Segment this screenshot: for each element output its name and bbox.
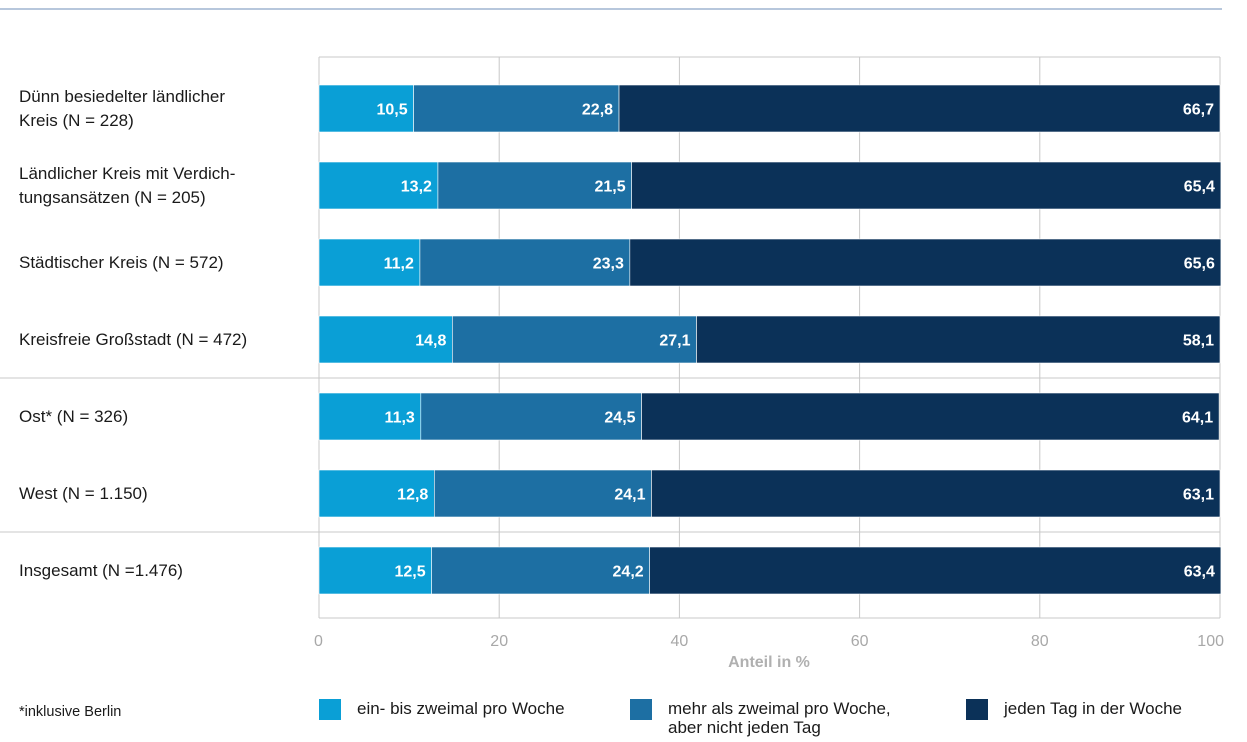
bar-segment (413, 84, 620, 133)
bar-segment (434, 469, 652, 518)
legend-item: ein- bis zweimal pro Woche (319, 699, 565, 720)
value-labels: 10,5 22,8 66,7 13,2 21,5 65,4 11,2 23,3 65,6 14,8… (376, 102, 1215, 581)
bar-value-label: 22,8 (582, 102, 613, 119)
bar-value-label: 58,1 (1183, 333, 1214, 350)
bars (318, 84, 1222, 595)
bar-value-label: 23,3 (593, 256, 624, 273)
bar-segment (318, 315, 453, 364)
x-tick-label: 0 (314, 633, 323, 650)
category-label: Dünn besiedelter ländlicher Kreis (N = 2… (19, 86, 226, 130)
bar-value-label: 24,2 (613, 564, 644, 581)
bar-segment (631, 161, 1222, 210)
bar-value-label: 12,8 (397, 487, 428, 504)
legend-swatch (319, 699, 341, 720)
bar-value-label: 11,2 (384, 256, 414, 273)
bar-value-label: 27,1 (659, 333, 690, 350)
legend-label: jeden Tag in der Woche (1004, 699, 1182, 718)
bar-segment (318, 546, 432, 595)
x-tick-label: 80 (1031, 633, 1049, 650)
bar-value-label: 12,5 (394, 564, 425, 581)
bar-value-label: 10,5 (376, 102, 407, 119)
x-tick-label: 60 (851, 633, 869, 650)
bar-value-label: 21,5 (595, 179, 626, 196)
bar-segment (431, 546, 650, 595)
bar-value-label: 66,7 (1183, 102, 1214, 119)
category-label: Insgesamt (N =1.476) (19, 560, 183, 580)
legend-item: mehr als zweimal pro Woche, aber nicht j… (630, 699, 891, 737)
category-label: Städtischer Kreis (N = 572) (19, 252, 224, 272)
legend-item: jeden Tag in der Woche (966, 699, 1182, 720)
bar-value-label: 63,4 (1184, 564, 1215, 581)
bar-value-label: 64,1 (1182, 410, 1213, 427)
bar-value-label: 24,5 (604, 410, 635, 427)
x-tick-label: 40 (671, 633, 689, 650)
category-label: Kreisfreie Großstadt (N = 472) (19, 329, 248, 349)
category-label: West (N = 1.150) (19, 483, 148, 503)
bar-segment (318, 469, 435, 518)
legend-swatch (630, 699, 652, 720)
bar-segment (420, 392, 642, 441)
bar-value-label: 24,1 (614, 487, 645, 504)
bar-segment (437, 161, 632, 210)
x-tick-label: 100 (1197, 633, 1224, 650)
bar-segment (318, 84, 414, 133)
bar-segment (629, 238, 1222, 287)
bar-segment (318, 392, 422, 441)
bar-segment (318, 161, 439, 210)
x-tick-label: 20 (490, 633, 508, 650)
legend-label: ein- bis zweimal pro Woche (357, 699, 565, 718)
legend-swatch (966, 699, 988, 720)
bar-value-label: 11,3 (385, 410, 415, 427)
category-label: Ländlicher Kreis mit Verdich- tungsansät… (19, 163, 236, 207)
bar-segment (696, 315, 1221, 364)
x-axis-label: Anteil in % (728, 654, 810, 671)
group-separators (0, 377, 1220, 533)
category-label: Ost* (N = 326) (19, 406, 129, 426)
bar-segment (618, 84, 1221, 133)
bar-value-label: 63,1 (1183, 487, 1214, 504)
bar-segment (651, 469, 1221, 518)
bar-segment (318, 238, 421, 287)
bar-value-label: 65,4 (1184, 179, 1215, 196)
bar-value-label: 14,8 (415, 333, 446, 350)
bar-value-label: 65,6 (1184, 256, 1215, 273)
bar-value-label: 13,2 (401, 179, 432, 196)
footnote: *inklusive Berlin (19, 704, 122, 720)
bar-segment (641, 392, 1220, 441)
bar-segment (452, 315, 697, 364)
legend-label: mehr als zweimal pro Woche, aber nicht j… (668, 699, 891, 737)
x-axis-ticks: 0 20 40 60 80 100 (314, 633, 1224, 650)
bar-segment (649, 546, 1222, 595)
